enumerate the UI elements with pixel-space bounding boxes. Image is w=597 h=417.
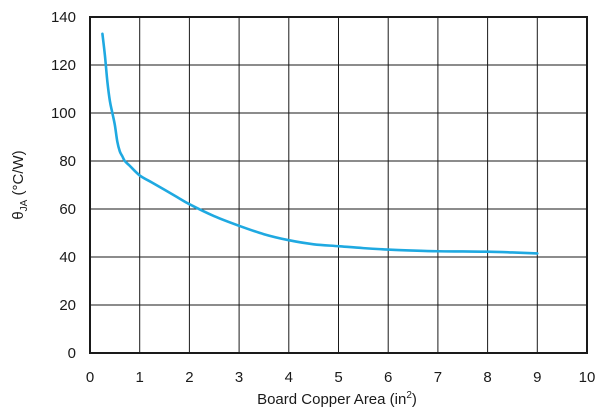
- x-tick-label: 7: [434, 369, 442, 386]
- y-tick-label: 60: [59, 201, 76, 218]
- x-tick-label: 3: [235, 369, 243, 386]
- x-tick-label: 6: [384, 369, 392, 386]
- x-axis-title-main: Board Copper Area (in: [257, 391, 406, 408]
- y-axis-title-sub: JA: [19, 199, 30, 211]
- series-line: [101, 32, 539, 255]
- x-tick-label: 4: [285, 369, 293, 386]
- x-tick-label: 10: [579, 369, 596, 386]
- x-tick-label: 0: [86, 369, 94, 386]
- x-tick-label: 1: [136, 369, 144, 386]
- grid: [90, 17, 587, 353]
- series-layer: [101, 32, 539, 255]
- x-tick-label: 8: [483, 369, 491, 386]
- x-axis-title: Board Copper Area (in2): [257, 390, 417, 408]
- y-axis-title-symbol: θ: [10, 211, 27, 219]
- x-axis-title-end: ): [412, 391, 417, 408]
- y-tick-label: 100: [51, 105, 76, 122]
- plot-frame: [89, 16, 588, 354]
- y-tick-label: 0: [68, 345, 76, 362]
- x-axis-title-sup: 2: [406, 390, 412, 401]
- y-axis-title-unit: (°C/W): [10, 150, 27, 199]
- y-tick-label: 20: [59, 297, 76, 314]
- y-tick-label: 140: [51, 9, 76, 26]
- x-tick-label: 9: [533, 369, 541, 386]
- x-tick-label: 2: [185, 369, 193, 386]
- y-tick-label: 40: [59, 249, 76, 266]
- x-tick-label: 5: [334, 369, 342, 386]
- y-axis-title: θJA (°C/W): [10, 150, 30, 219]
- y-tick-label: 80: [59, 153, 76, 170]
- y-tick-label: 120: [51, 57, 76, 74]
